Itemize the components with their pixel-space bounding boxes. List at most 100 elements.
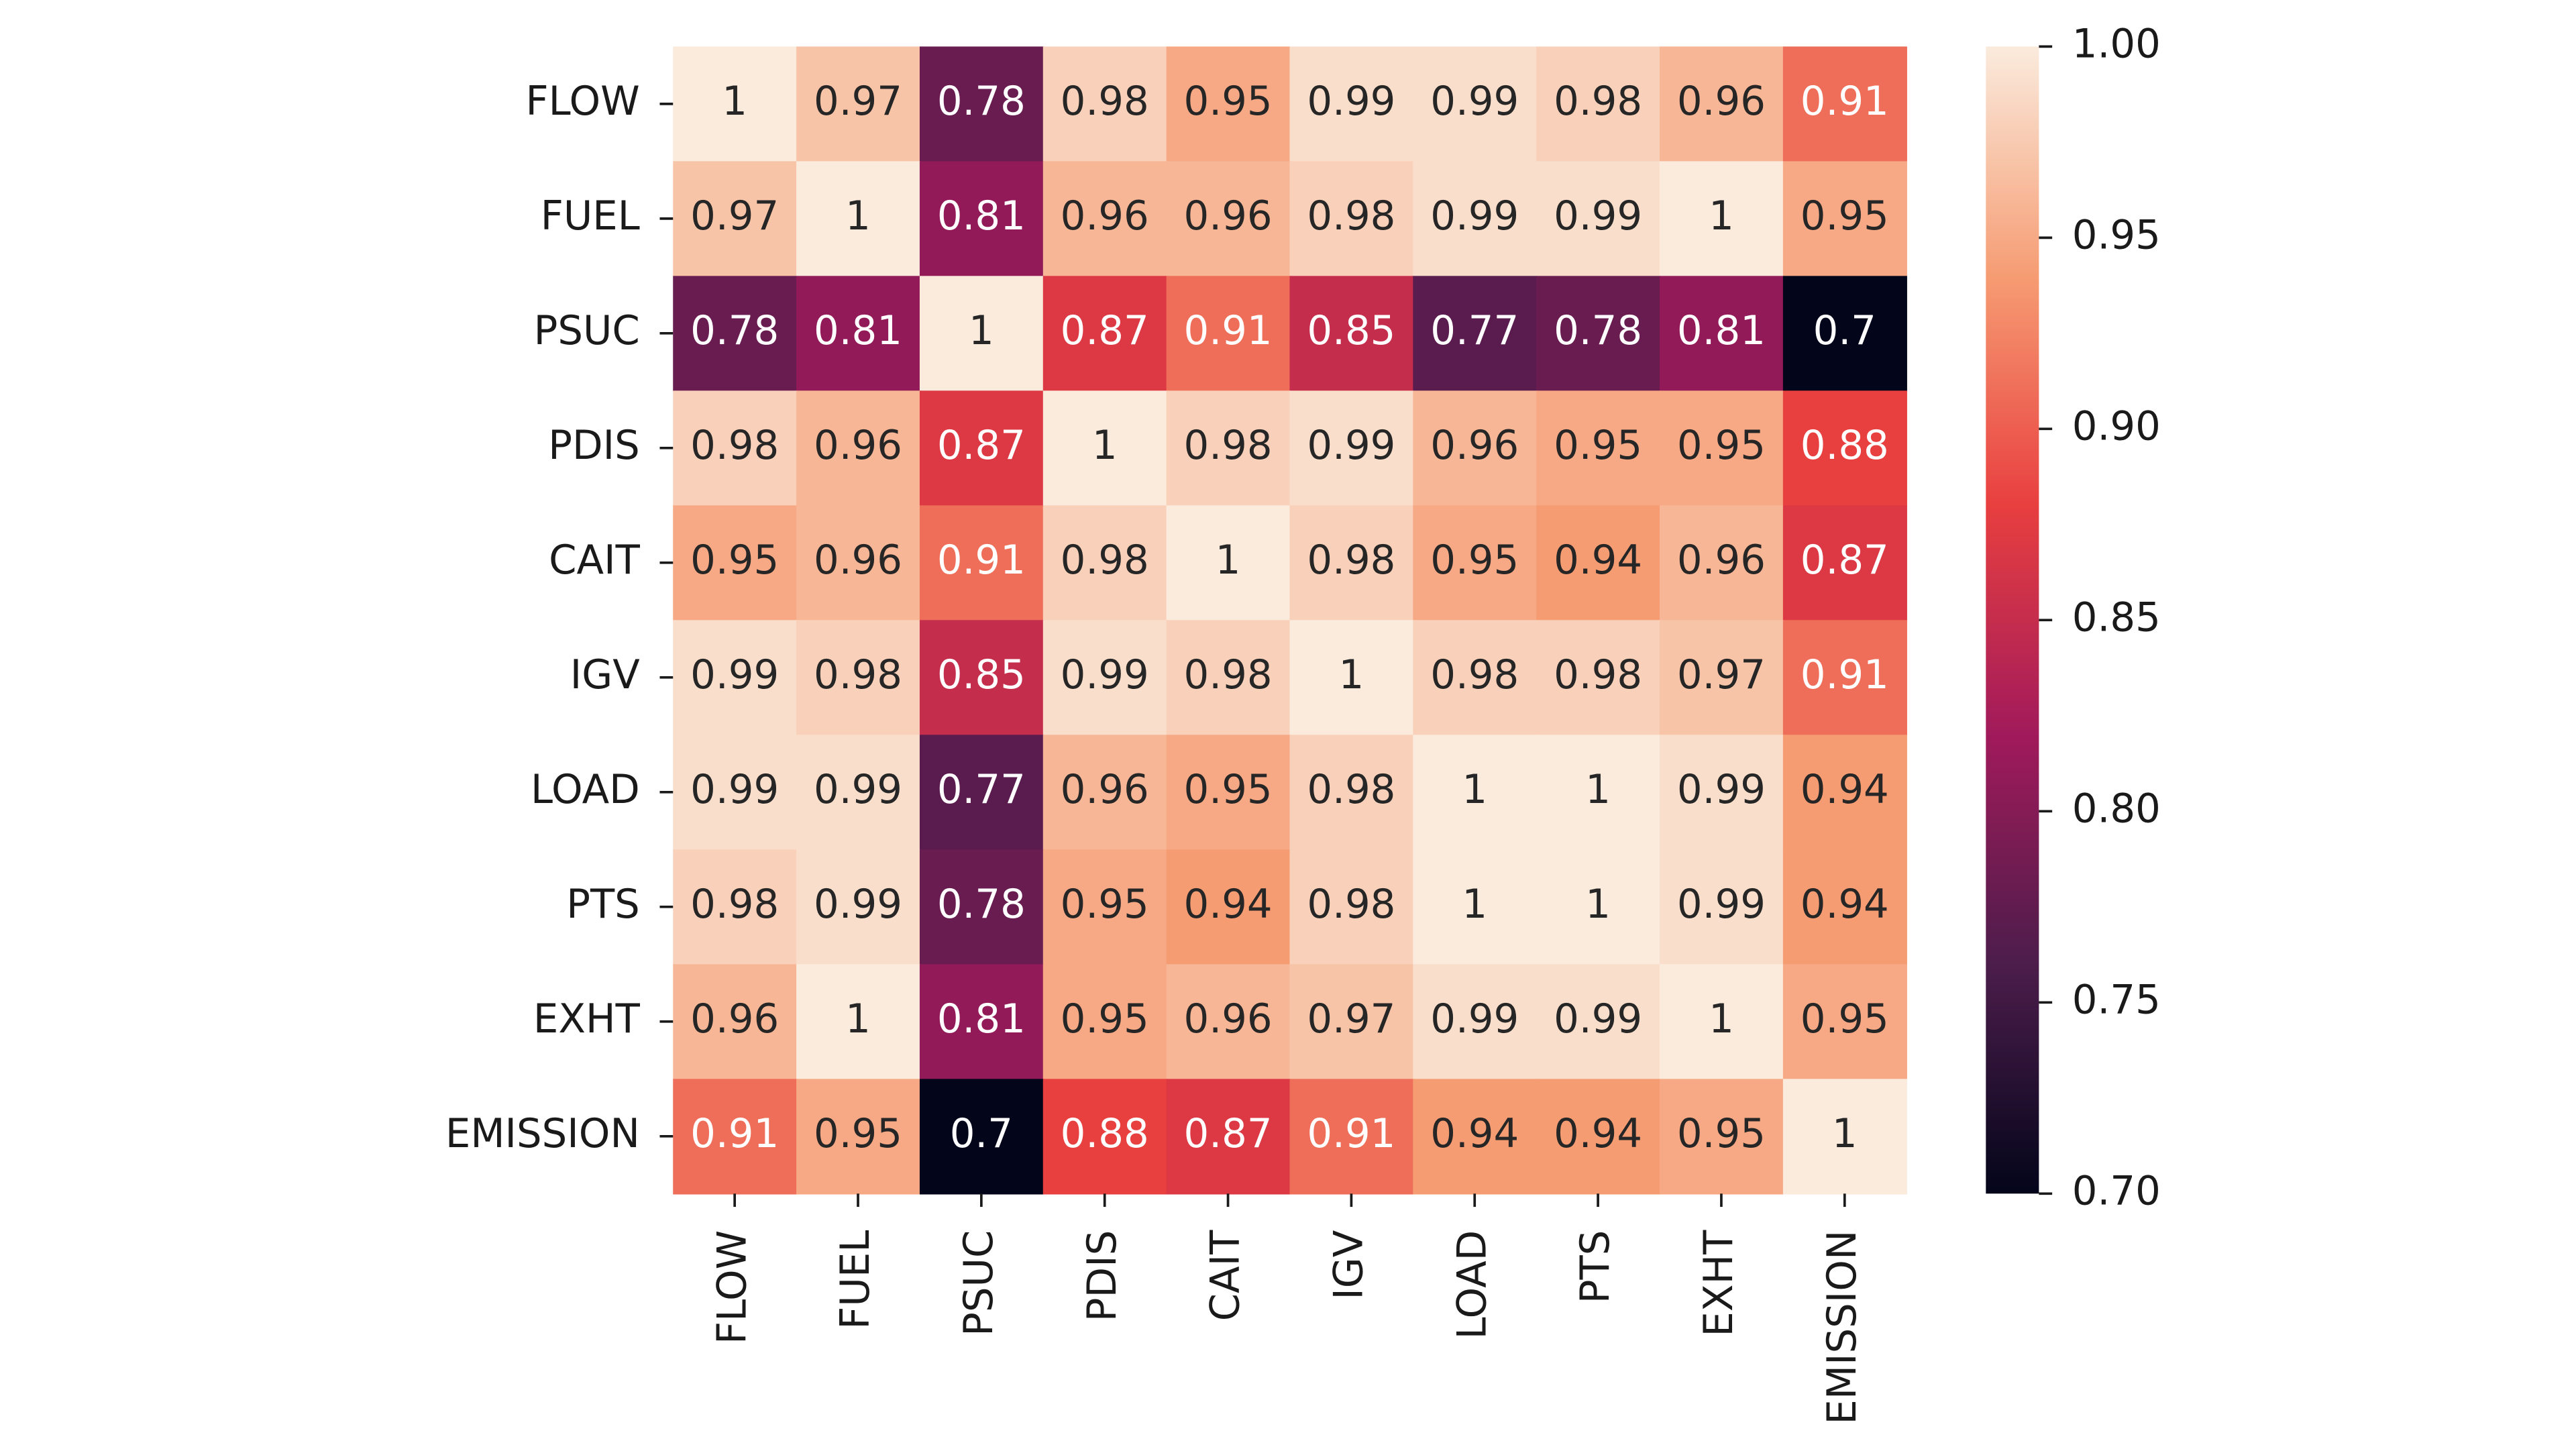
heatmap-cell [1536, 735, 1661, 851]
cell-label: 0.96 [1677, 537, 1766, 583]
heatmap-cell [1289, 161, 1414, 277]
heatmap-cell [1413, 735, 1538, 851]
cell-label: 0.97 [1677, 651, 1766, 698]
cell-label: 0.95 [1677, 1110, 1766, 1157]
cell-label: 1 [1339, 651, 1364, 698]
heatmap-cell [673, 161, 798, 277]
heatmap-cell [1660, 276, 1784, 392]
cell-label: 0.96 [1430, 422, 1519, 468]
cell-label: 0.81 [1677, 307, 1766, 354]
heatmap-cell [796, 390, 921, 506]
cell-label: 0.95 [1801, 193, 1889, 239]
y-tick-label: PTS [566, 881, 640, 927]
cell-label: 0.96 [814, 422, 902, 468]
heatmap-cell [673, 1079, 798, 1195]
cell-label: 0.96 [1184, 996, 1273, 1042]
cell-label: 1 [845, 996, 871, 1042]
cell-label: 0.98 [690, 881, 779, 927]
heatmap-cell [1289, 276, 1414, 392]
cell-label: 0.96 [690, 996, 779, 1042]
heatmap-cell [1166, 964, 1291, 1080]
cell-label: 0.99 [814, 881, 902, 927]
heatmap-cell [919, 161, 1044, 277]
heatmap-cell [1782, 620, 1907, 736]
x-tick-label: EMISSION [1819, 1230, 1865, 1425]
heatmap-cell [1166, 276, 1291, 392]
heatmap-cell [1782, 276, 1907, 392]
cell-label: 0.98 [1184, 651, 1273, 698]
heatmap-cell [919, 735, 1044, 851]
cell-label: 0.81 [937, 996, 1026, 1042]
cell-label: 0.96 [1061, 193, 1149, 239]
x-tick-label: FLOW [708, 1230, 755, 1344]
heatmap-cell [1413, 505, 1538, 621]
cell-label: 1 [1462, 766, 1487, 812]
cell-label: 1 [1585, 881, 1611, 927]
heatmap-cell [796, 964, 921, 1080]
heatmap-cell [1042, 505, 1167, 621]
cell-label: 0.95 [690, 537, 779, 583]
heatmap-cell [1660, 735, 1784, 851]
cell-label: 0.94 [1184, 881, 1273, 927]
heatmap-cell [1536, 620, 1661, 736]
cell-label: 0.87 [1801, 537, 1889, 583]
heatmap-cell [1660, 505, 1784, 621]
y-tick-label: EXHT [533, 996, 641, 1042]
colorbar-tick-label: 1.00 [2072, 20, 2161, 66]
cell-label: 0.99 [1554, 193, 1642, 239]
cell-label: 0.99 [1307, 78, 1395, 124]
cell-label: 0.94 [1801, 766, 1889, 812]
heatmap-cell [1289, 505, 1414, 621]
cell-label: 0.99 [690, 766, 779, 812]
heatmap-cell [1782, 849, 1907, 965]
cell-label: 0.98 [1061, 537, 1149, 583]
heatmap-cell [673, 276, 798, 392]
cell-label: 0.95 [1184, 78, 1273, 124]
heatmap-cell [1289, 620, 1414, 736]
heatmap-cell [1042, 161, 1167, 277]
cell-label: 0.99 [814, 766, 902, 812]
heatmap-cell [1536, 161, 1661, 277]
heatmap-cell [673, 505, 798, 621]
cell-label: 0.99 [690, 651, 779, 698]
heatmap-cell [1413, 161, 1538, 277]
colorbar-tick-label: 0.85 [2072, 594, 2161, 640]
cell-label: 0.95 [1184, 766, 1273, 812]
cell-label: 0.99 [1677, 881, 1766, 927]
x-tick-label: IGV [1326, 1230, 1372, 1299]
heatmap-cell [1536, 1079, 1661, 1195]
cell-label: 0.98 [1184, 422, 1273, 468]
cell-label: 0.98 [1554, 78, 1642, 124]
y-tick-label: PSUC [534, 307, 640, 354]
x-tick-label: CAIT [1202, 1230, 1248, 1321]
cell-label: 1 [1709, 193, 1734, 239]
heatmap-cell [1289, 46, 1414, 162]
heatmap-cell [1042, 849, 1167, 965]
heatmap-cell [796, 505, 921, 621]
cell-label: 0.96 [1184, 193, 1273, 239]
cell-label: 1 [722, 78, 747, 124]
cell-label: 0.98 [690, 422, 779, 468]
cell-label: 0.95 [1677, 422, 1766, 468]
cell-label: 0.95 [1061, 881, 1149, 927]
cell-label: 0.78 [937, 78, 1026, 124]
heatmap-cell [1042, 276, 1167, 392]
x-tick-label: PTS [1572, 1230, 1618, 1304]
heatmap-cell [1536, 505, 1661, 621]
heatmap-cell [1166, 161, 1291, 277]
heatmap-cell [1042, 46, 1167, 162]
cell-label: 0.96 [814, 537, 902, 583]
heatmap-cell [1536, 390, 1661, 506]
cell-label: 1 [1709, 996, 1734, 1042]
heatmap-cell [673, 964, 798, 1080]
heatmap-cell [1166, 620, 1291, 736]
cell-label: 1 [1216, 537, 1241, 583]
heatmap-cell [919, 849, 1044, 965]
cell-label: 0.96 [1677, 78, 1766, 124]
colorbar-tick-label: 0.80 [2072, 785, 2161, 831]
heatmap-cell [1660, 1079, 1784, 1195]
heatmap-cell [1166, 849, 1291, 965]
heatmap-cell [1536, 46, 1661, 162]
cell-label: 0.87 [1061, 307, 1149, 354]
x-tick-label: PSUC [955, 1230, 1002, 1336]
